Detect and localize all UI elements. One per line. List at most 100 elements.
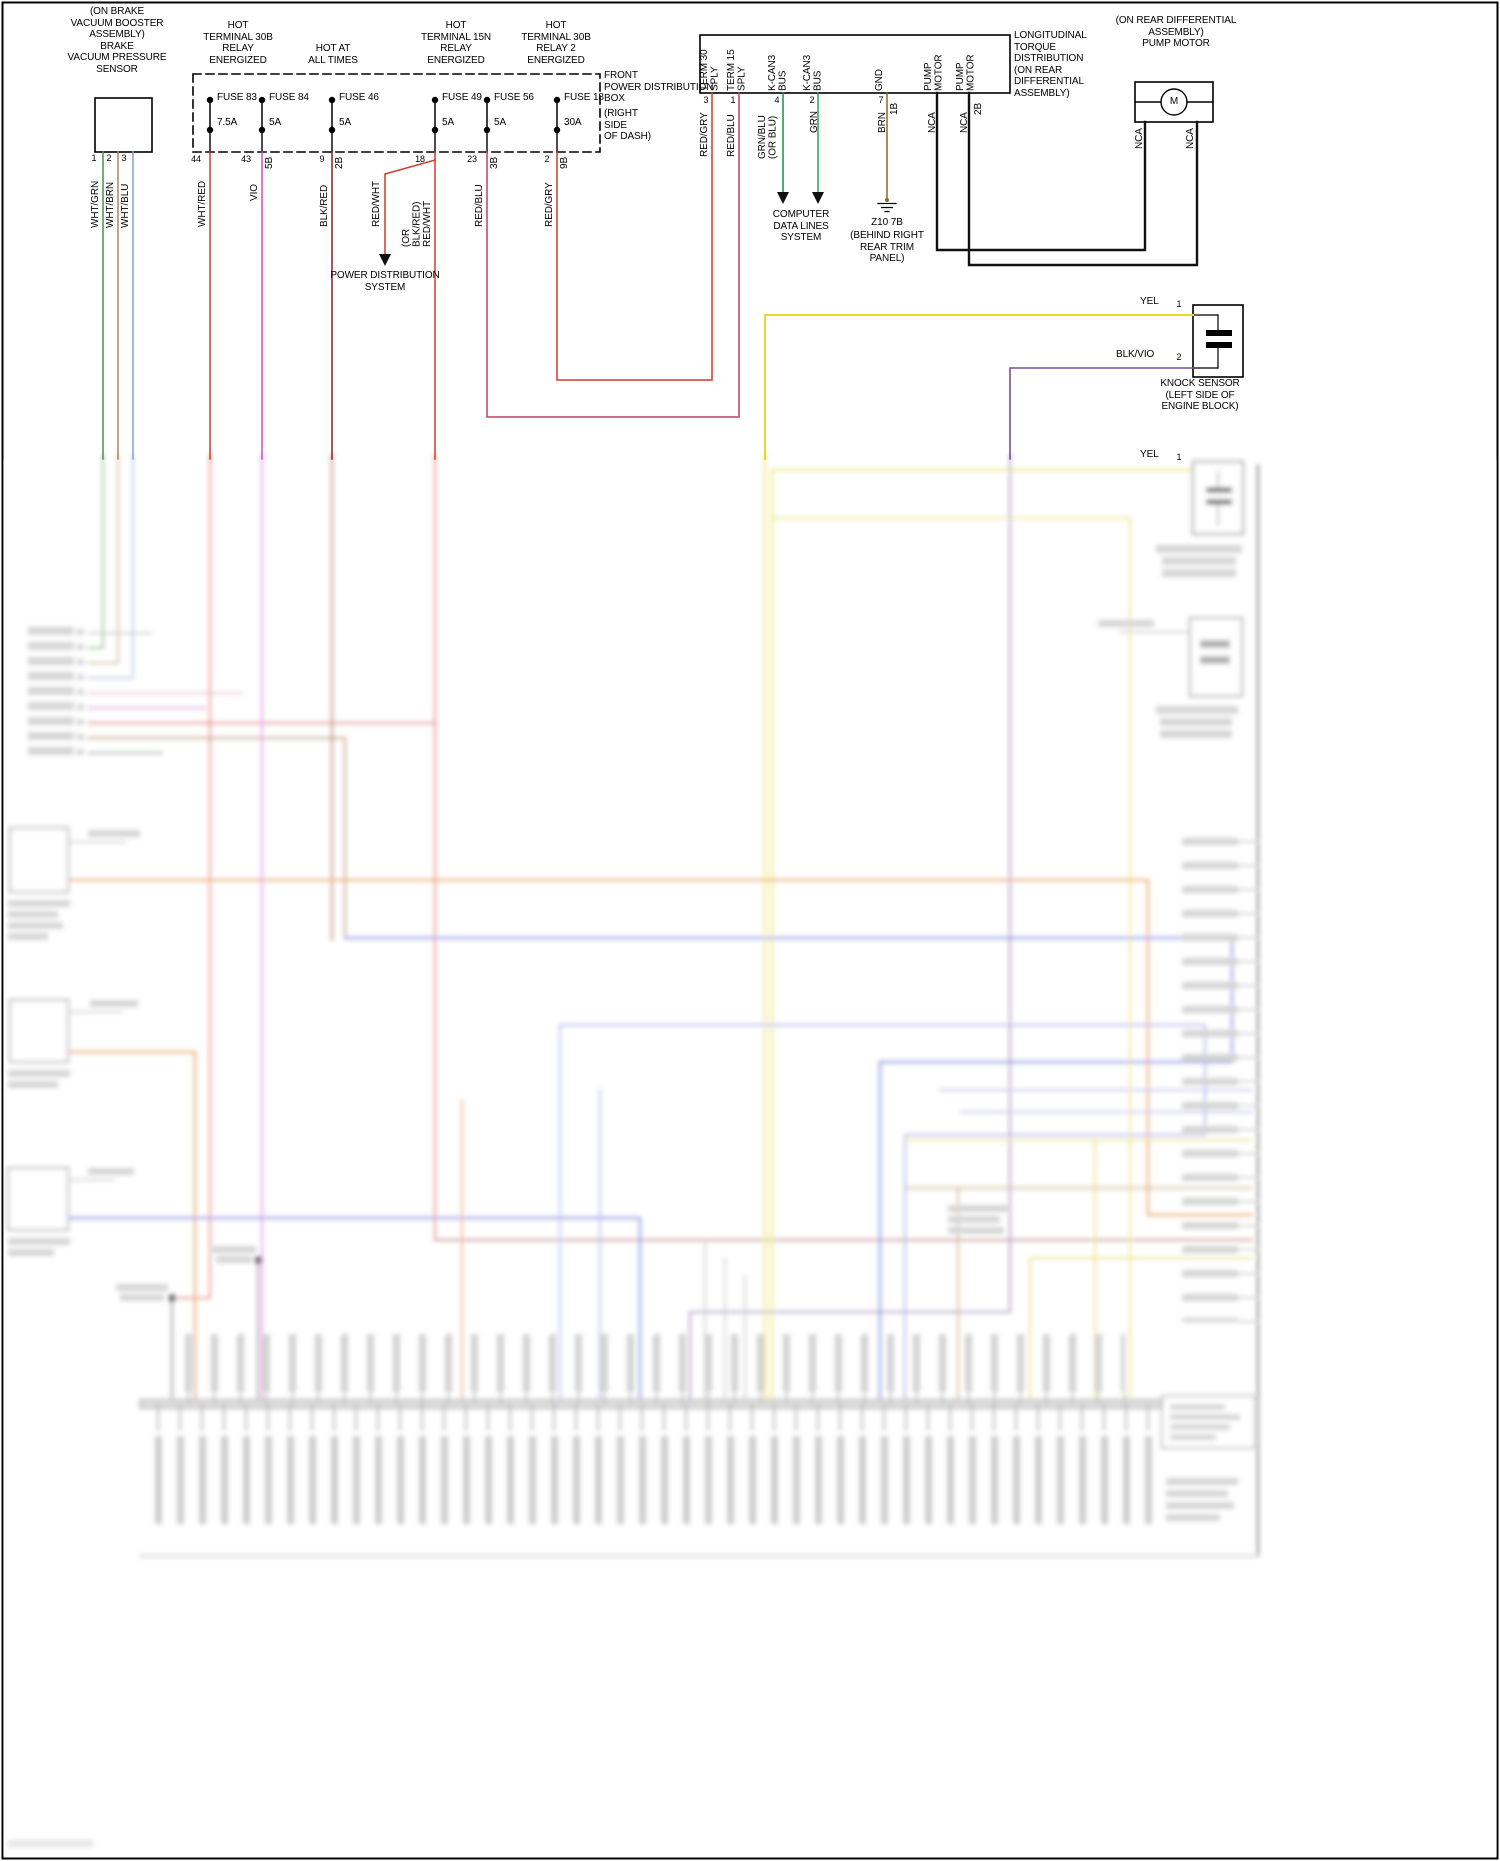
output-pin-23: 23: [467, 154, 477, 164]
wire-label-red-blu: RED/BLU: [474, 184, 485, 227]
module-pin-kcan3-a: K-CAN3 BUS: [767, 54, 789, 91]
fuse-18-name: FUSE 18: [564, 92, 604, 103]
wire-red-wht-branch: [384, 159, 436, 255]
module-name: LONGITUDINAL TORQUE DISTRIBUTION (ON REA…: [1014, 30, 1087, 99]
fuse-56-name: FUSE 56: [494, 92, 534, 103]
wire-label-wht-blu: WHT/BLU: [120, 183, 131, 228]
wire-pump-lead-1: [935, 91, 1147, 252]
blurred-right-component: [1098, 617, 1243, 738]
knock2-wire-yel: YEL: [1140, 449, 1159, 460]
wire-label-red-wht: RED/WHT: [371, 181, 382, 227]
knock1-wire-blk-vio: BLK/VIO: [1116, 349, 1155, 360]
fuse-83-amp: 7.5A: [217, 117, 238, 128]
brake-sensor-pin-3: 3: [121, 153, 127, 163]
fuse-46-amp: 5A: [339, 117, 352, 128]
fuse-49-amp: 5A: [442, 117, 455, 128]
ground-location: (BEHIND RIGHT REAR TRIM PANEL): [850, 230, 924, 264]
brake-vacuum-sensor-box: [94, 97, 153, 153]
pump-motor-title: (ON REAR DIFFERENTIAL ASSEMBLY) PUMP MOT…: [1115, 15, 1237, 49]
fuse-56-amp: 5A: [494, 117, 507, 128]
module-pin-num-2: 2: [809, 95, 815, 105]
output-pin-9: 9: [319, 154, 325, 164]
can-arrow-1: [777, 192, 789, 204]
module-wire-grn: GRN: [809, 111, 820, 133]
watermark: [8, 1840, 93, 1847]
knock1-pin-2: 2: [1176, 352, 1182, 362]
blurred-pins-below-bus: [148, 1404, 1160, 1529]
wire-label-wht-grn: WHT/GRN: [90, 180, 101, 228]
output-pin-18: 18: [415, 154, 425, 164]
wire-label-vio: VIO: [249, 184, 260, 201]
brake-sensor-pin-1: 1: [91, 153, 97, 163]
brake-sensor-title: (ON BRAKE VACUUM BOOSTER ASSEMBLY) BRAKE…: [67, 6, 167, 75]
pump-motor-m: M: [1169, 96, 1179, 107]
output-conn-5b: 5B: [264, 156, 275, 169]
blurred-stubs-above-bus: [175, 1332, 1125, 1404]
pump-lead-nca-2: NCA: [1185, 128, 1196, 149]
wire-label-wht-brn: WHT/BRN: [105, 182, 116, 228]
module-pin-term15: TERM 15 SPLY: [726, 49, 748, 91]
module-wire-red-blu: RED/BLU: [726, 114, 737, 157]
blurred-left-components: [7, 827, 69, 1231]
blurred-diagram-region: [7, 454, 1259, 1847]
fuse-49-name: FUSE 49: [442, 92, 482, 103]
can-arrow-2: [812, 192, 824, 204]
wire-label-red-wht-alt: (OR BLK/RED) RED/WHT: [401, 201, 433, 247]
module-wire-nca-1: NCA: [927, 112, 938, 133]
knock2-pin-1: 1: [1176, 452, 1182, 462]
output-conn-9b: 9B: [559, 156, 570, 169]
fuse-header-3: HOT TERMINAL 15N RELAY ENERGIZED: [420, 20, 492, 66]
power-dist-arrow: [379, 254, 391, 266]
haze-overlay: [3, 460, 1497, 1856]
blurred-right-pin-labels: [1180, 830, 1258, 1322]
fuse-symbols: [206, 96, 561, 153]
module-conn-2b: 2B: [973, 102, 984, 115]
module-wire-grn-blu: GRN/BLU (OR BLU): [757, 115, 779, 159]
fuse-83-name: FUSE 83: [217, 92, 257, 103]
wire-red-blu: [486, 92, 740, 418]
torque-distribution-module-box: [699, 34, 1011, 94]
module-wire-red-gry: RED/GRY: [699, 112, 710, 157]
knock1-wire-yel: YEL: [1140, 296, 1159, 307]
pump-lead-nca-1: NCA: [1134, 128, 1145, 149]
module-pin-gnd: GND: [874, 69, 885, 91]
output-pin-43: 43: [241, 154, 251, 164]
pump-motor-symbol: [1134, 81, 1214, 123]
fuse-46-name: FUSE 46: [339, 92, 379, 103]
blurred-left-pin-labels: [28, 627, 84, 755]
output-pin-44: 44: [191, 154, 201, 164]
ground-id: Z10 7B: [871, 217, 903, 228]
front-power-distribution-box: [192, 73, 601, 153]
fuse-84-name: FUSE 84: [269, 92, 309, 103]
module-pin-term30: TERM 30 SPLY: [699, 49, 721, 91]
knock1-pin-1: 1: [1176, 299, 1182, 309]
computer-data-lines-note: COMPUTER DATA LINES SYSTEM: [772, 209, 830, 243]
module-wire-nca-2: NCA: [959, 112, 970, 133]
module-pin-num-1: 1: [730, 95, 736, 105]
module-wire-brn: BRN: [877, 112, 888, 133]
blurred-mid-caption: [948, 1205, 1008, 1234]
fuse-18-amp: 30A: [564, 117, 582, 128]
brake-sensor-pin-2: 2: [106, 153, 112, 163]
wire-label-wht-red: WHT/RED: [197, 181, 208, 227]
module-pin-num-7: 7: [878, 95, 884, 105]
fuse-84-amp: 5A: [269, 117, 282, 128]
module-pin-num-4: 4: [774, 95, 780, 105]
fuse-header-2: HOT AT ALL TIMES: [308, 43, 358, 66]
module-pin-kcan3-b: K-CAN3 BUS: [802, 54, 824, 91]
output-conn-3b: 3B: [489, 156, 500, 169]
fuse-header-4: HOT TERMINAL 30B RELAY 2 ENERGIZED: [521, 20, 591, 66]
blurred-bottom-right-box: [1161, 1395, 1256, 1521]
wire-yel-knock1: [764, 314, 1194, 460]
module-pin-num-3: 3: [703, 95, 709, 105]
fuse-header-1: HOT TERMINAL 30B RELAY ENERGIZED: [203, 20, 273, 66]
wire-blk-vio-knock1: [1009, 367, 1194, 460]
wire-label-red-gry: RED/GRY: [544, 182, 555, 227]
fuse-box-title: FRONT POWER DISTRIBUTION BOX: [604, 70, 714, 104]
ground-symbol: [877, 198, 897, 213]
output-pin-2: 2: [544, 154, 550, 164]
